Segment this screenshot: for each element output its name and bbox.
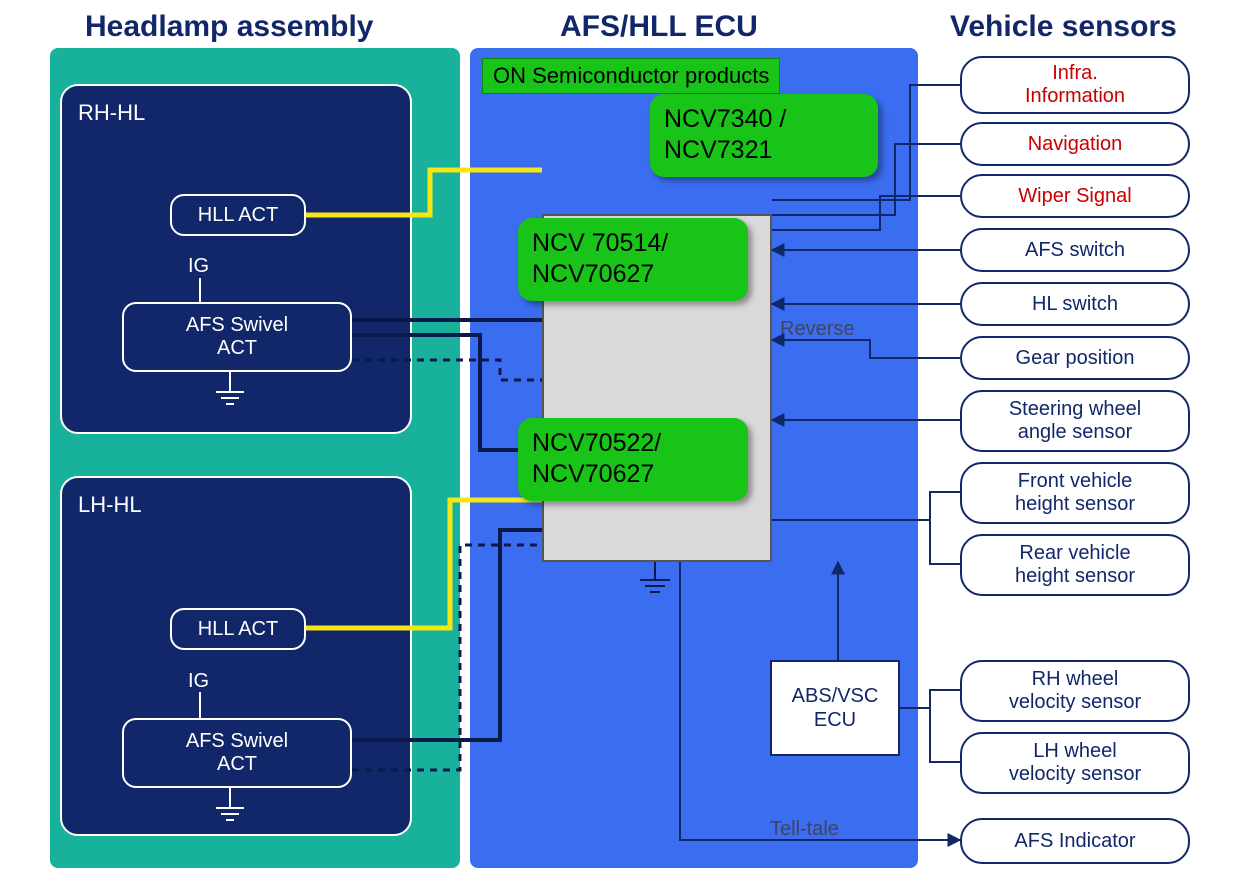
sensor-afs-sw: AFS switch [960,228,1190,272]
rh-hll-act: HLL ACT [170,194,306,236]
col2-title: AFS/HLL ECU [560,10,758,44]
sensor-lhwheel: LH wheel velocity sensor [960,732,1190,794]
sensor-nav: Navigation [960,122,1190,166]
on-semi-label: ON Semiconductor products [482,58,780,94]
col3-title: Vehicle sensors [950,10,1177,44]
sensor-hl-sw: HL switch [960,282,1190,326]
lh-hll-act: HLL ACT [170,608,306,650]
col1-title: Headlamp assembly [85,10,373,44]
lh-afs-swivel: AFS Swivel ACT [122,718,352,788]
reverse-label: Reverse [780,318,854,341]
rh-hl-label: RH-HL [78,100,145,126]
chip-ncv70522: NCV70522/ NCV70627 [518,418,748,501]
sensor-afsind: AFS Indicator [960,818,1190,864]
abs-vsc-ecu: ABS/VSC ECU [770,660,900,756]
chip-ncv70514: NCV 70514/ NCV70627 [518,218,748,301]
chip-ncv7340: NCV7340 / NCV7321 [650,94,878,177]
sensor-fheight: Front vehicle height sensor [960,462,1190,524]
rh-hl-block [60,84,412,434]
sensor-steer: Steering wheel angle sensor [960,390,1190,452]
rh-afs-swivel: AFS Swivel ACT [122,302,352,372]
sensor-infra: Infra. Information [960,56,1190,114]
telltale-label: Tell-tale [770,818,839,841]
sensor-rhwheel: RH wheel velocity sensor [960,660,1190,722]
sensor-rheight: Rear vehicle height sensor [960,534,1190,596]
lh-ig: IG [188,670,209,693]
lh-hl-label: LH-HL [78,492,142,518]
sensor-gear: Gear position [960,336,1190,380]
sensor-wiper: Wiper Signal [960,174,1190,218]
rh-ig: IG [188,255,209,278]
